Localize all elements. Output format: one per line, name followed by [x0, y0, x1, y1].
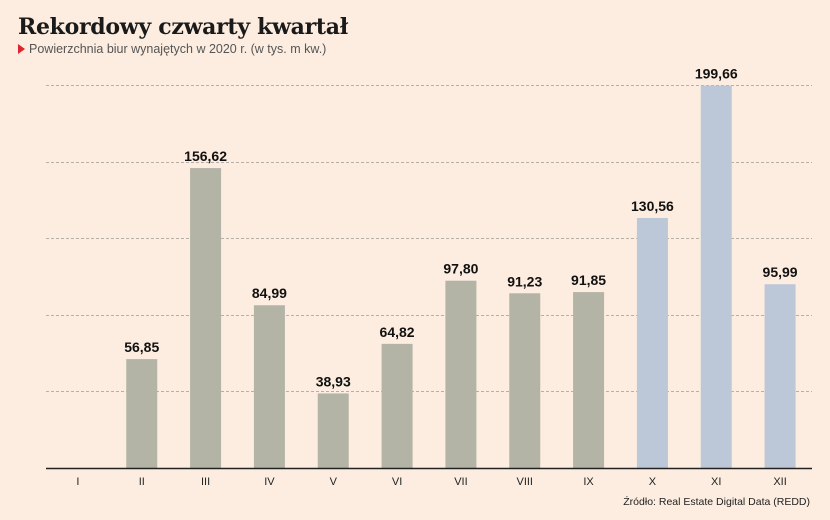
x-tick-label: X [649, 476, 657, 488]
data-label: 91,85 [571, 272, 606, 288]
bar [700, 85, 732, 469]
bar [636, 217, 668, 468]
data-label: 91,23 [507, 273, 542, 289]
data-label: 95,99 [763, 264, 798, 280]
x-tick-label: VIII [516, 476, 533, 488]
data-label: 38,93 [316, 373, 351, 389]
data-label: 84,99 [252, 285, 287, 301]
x-tick-label: IV [264, 476, 275, 488]
bar [190, 168, 222, 468]
x-tick-label: I [76, 476, 79, 488]
bar [253, 305, 285, 468]
data-label: 130,56 [631, 198, 674, 214]
source-note: Źródło: Real Estate Digital Data (REDD) [623, 496, 810, 508]
data-label: 64,82 [380, 324, 415, 340]
bar [126, 359, 158, 468]
bar [445, 280, 477, 468]
red-triangle-icon [18, 44, 25, 54]
x-tick-label: XI [711, 476, 721, 488]
bar [509, 293, 541, 468]
x-tick-label: III [201, 476, 210, 488]
data-label: 199,66 [695, 66, 738, 82]
x-tick-label: IX [583, 476, 594, 488]
bar [573, 292, 605, 468]
x-tick-label: V [330, 476, 338, 488]
subtitle-text: Powierzchnia biur wynajętych w 2020 r. (… [29, 42, 327, 56]
x-tick-label: XII [773, 476, 786, 488]
x-tick-label: II [139, 476, 145, 488]
data-label: 156,62 [184, 148, 227, 164]
bar [381, 343, 413, 468]
bar [317, 393, 349, 468]
x-tick-label: VII [454, 476, 467, 488]
bar [764, 284, 796, 468]
data-label: 56,85 [124, 339, 159, 355]
x-tick-label: VI [392, 476, 402, 488]
chart-title: Rekordowy czwarty kwartał [18, 14, 348, 40]
data-label: 97,80 [443, 261, 478, 277]
chart-subtitle: Powierzchnia biur wynajętych w 2020 r. (… [18, 42, 326, 56]
